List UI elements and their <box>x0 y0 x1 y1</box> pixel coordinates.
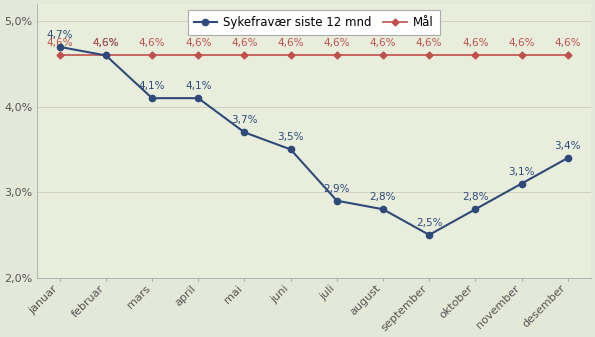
Text: 4,7%: 4,7% <box>46 30 73 40</box>
Text: 4,6%: 4,6% <box>46 38 73 49</box>
Text: 4,6%: 4,6% <box>277 38 304 49</box>
Text: 4,6%: 4,6% <box>369 38 396 49</box>
Text: 4,6%: 4,6% <box>93 38 119 49</box>
Text: 4,6%: 4,6% <box>324 38 350 49</box>
Text: 2,5%: 2,5% <box>416 218 443 228</box>
Text: 4,6%: 4,6% <box>416 38 443 49</box>
Text: 4,6%: 4,6% <box>462 38 488 49</box>
Text: 4,6%: 4,6% <box>185 38 211 49</box>
Text: 4,1%: 4,1% <box>139 81 165 91</box>
Text: 3,5%: 3,5% <box>277 132 304 143</box>
Text: 2,9%: 2,9% <box>324 184 350 194</box>
Text: 4,6%: 4,6% <box>93 38 119 49</box>
Text: 3,1%: 3,1% <box>508 167 535 177</box>
Text: 2,8%: 2,8% <box>462 192 488 202</box>
Text: 3,7%: 3,7% <box>231 115 258 125</box>
Text: 2,8%: 2,8% <box>369 192 396 202</box>
Text: 4,6%: 4,6% <box>508 38 535 49</box>
Text: 4,1%: 4,1% <box>185 81 211 91</box>
Text: 4,6%: 4,6% <box>231 38 258 49</box>
Text: 3,4%: 3,4% <box>555 141 581 151</box>
Legend: Sykefravær siste 12 mnd, Mål: Sykefravær siste 12 mnd, Mål <box>188 10 440 35</box>
Text: 4,6%: 4,6% <box>555 38 581 49</box>
Text: 4,6%: 4,6% <box>139 38 165 49</box>
